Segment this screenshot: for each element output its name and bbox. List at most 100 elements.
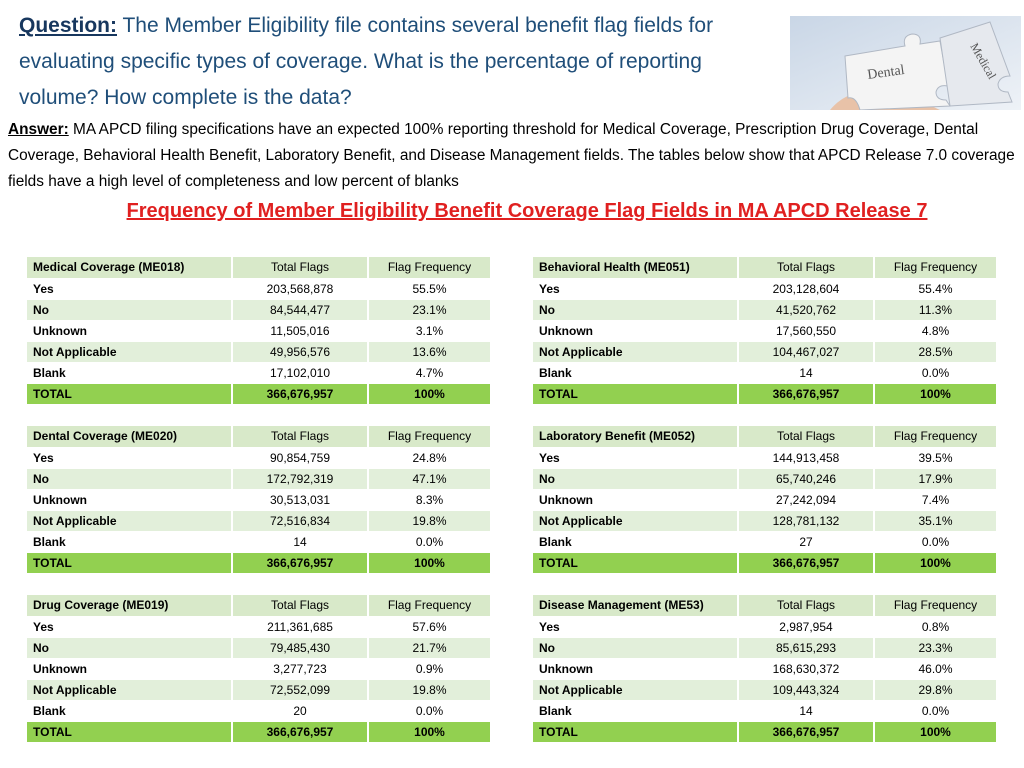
cell: 0.0% xyxy=(874,362,996,384)
header-row: Behavioral Health (ME051) Total Flags Flag… xyxy=(533,257,996,279)
cell: 39.5% xyxy=(874,447,996,469)
cell: 0.8% xyxy=(874,616,996,638)
cell: Blank xyxy=(533,362,739,384)
data-row: Yes 2,987,954 0.8% xyxy=(533,616,996,638)
cell: 28.5% xyxy=(874,341,996,363)
header-cell: Medical Coverage (ME018) xyxy=(27,257,233,279)
total-row: TOTAL 366,676,957 100% xyxy=(27,552,490,574)
data-table: Laboratory Benefit (ME052) Total Flags Fla… xyxy=(533,426,996,574)
question: Question: The Member Eligibility file co… xyxy=(19,8,779,116)
cell: No xyxy=(27,468,233,490)
cell: 72,552,099 xyxy=(232,679,369,701)
total-row: TOTAL 366,676,957 100% xyxy=(533,383,996,405)
cell: 23.1% xyxy=(368,299,490,321)
data-row: Yes 203,568,878 55.5% xyxy=(27,278,490,300)
cell: 172,792,319 xyxy=(232,468,369,490)
cell: Unknown xyxy=(27,320,233,342)
cell: Yes xyxy=(27,447,233,469)
data-row: No 79,485,430 21.7% xyxy=(27,637,490,659)
cell: 2,987,954 xyxy=(738,616,875,638)
header-cell: Flag Frequency xyxy=(874,257,996,279)
data-row: No 85,615,293 23.3% xyxy=(533,637,996,659)
cell: 100% xyxy=(368,383,490,405)
header-cell: Flag Frequency xyxy=(368,426,490,448)
cell: 203,568,878 xyxy=(232,278,369,300)
header-row: Dental Coverage (ME020) Total Flags Flag F… xyxy=(27,426,490,448)
cell: 366,676,957 xyxy=(738,721,875,743)
cell: 90,854,759 xyxy=(232,447,369,469)
cell: 24.8% xyxy=(368,447,490,469)
cell: 47.1% xyxy=(368,468,490,490)
header-cell: Flag Frequency xyxy=(368,595,490,617)
data-row: No 84,544,477 23.1% xyxy=(27,299,490,321)
cell: Yes xyxy=(27,616,233,638)
cell: Not Applicable xyxy=(27,341,233,363)
cell: 23.3% xyxy=(874,637,996,659)
cell: 366,676,957 xyxy=(232,552,369,574)
cell: 11,505,016 xyxy=(232,320,369,342)
data-row: Unknown 30,513,031 8.3% xyxy=(27,489,490,511)
table-title: Frequency of Member Eligibility Benefit … xyxy=(126,200,928,222)
cell: TOTAL xyxy=(27,383,233,405)
cell: 203,128,604 xyxy=(738,278,875,300)
data-table: Medical Coverage (ME018) Total Flags Flag … xyxy=(27,257,490,405)
cell: 0.9% xyxy=(368,658,490,680)
cell: 3.1% xyxy=(368,320,490,342)
header-row: Drug Coverage (ME019) Total Flags Flag Fre… xyxy=(27,595,490,617)
cell: Unknown xyxy=(533,489,739,511)
cell: 14 xyxy=(232,531,369,553)
header-row: Laboratory Benefit (ME052) Total Flags Fla… xyxy=(533,426,996,448)
cell: 366,676,957 xyxy=(232,721,369,743)
data-row: No 41,520,762 11.3% xyxy=(533,299,996,321)
cell: 17.9% xyxy=(874,468,996,490)
cell: 366,676,957 xyxy=(232,383,369,405)
data-row: Yes 203,128,604 55.4% xyxy=(533,278,996,300)
cell: 41,520,762 xyxy=(738,299,875,321)
header-cell: Disease Management (ME53) xyxy=(533,595,739,617)
total-row: TOTAL 366,676,957 100% xyxy=(27,383,490,405)
answer-text: MA APCD filing specifications have an ex… xyxy=(8,121,1015,190)
cell: No xyxy=(533,299,739,321)
cell: 20 xyxy=(232,700,369,722)
cell: Yes xyxy=(27,278,233,300)
cell: 17,102,010 xyxy=(232,362,369,384)
header-cell: Flag Frequency xyxy=(368,257,490,279)
puzzle-image: Dental Medical xyxy=(790,16,1021,110)
cell: 17,560,550 xyxy=(738,320,875,342)
cell: 366,676,957 xyxy=(738,552,875,574)
cell: 4.8% xyxy=(874,320,996,342)
data-row: Blank 17,102,010 4.7% xyxy=(27,362,490,384)
cell: 3,277,723 xyxy=(232,658,369,680)
cell: 0.0% xyxy=(368,700,490,722)
header-cell: Total Flags xyxy=(738,257,875,279)
cell: 4.7% xyxy=(368,362,490,384)
data-row: Unknown 27,242,094 7.4% xyxy=(533,489,996,511)
data-row: Not Applicable 72,552,099 19.8% xyxy=(27,679,490,701)
total-row: TOTAL 366,676,957 100% xyxy=(533,552,996,574)
data-row: Not Applicable 72,516,834 19.8% xyxy=(27,510,490,532)
cell: Not Applicable xyxy=(533,341,739,363)
cell: 85,615,293 xyxy=(738,637,875,659)
cell: Blank xyxy=(27,362,233,384)
cell: 109,443,324 xyxy=(738,679,875,701)
question-text: The Member Eligibility file contains sev… xyxy=(19,14,714,109)
cell: Yes xyxy=(533,278,739,300)
cell: Blank xyxy=(533,700,739,722)
cell: TOTAL xyxy=(533,383,739,405)
cell: No xyxy=(533,468,739,490)
cell: 168,630,372 xyxy=(738,658,875,680)
total-row: TOTAL 366,676,957 100% xyxy=(533,721,996,743)
header-cell: Dental Coverage (ME020) xyxy=(27,426,233,448)
cell: 21.7% xyxy=(368,637,490,659)
data-row: Not Applicable 109,443,324 29.8% xyxy=(533,679,996,701)
cell: Not Applicable xyxy=(27,510,233,532)
cell: 0.0% xyxy=(368,531,490,553)
data-row: Not Applicable 128,781,132 35.1% xyxy=(533,510,996,532)
answer: Answer: MA APCD filing specifications ha… xyxy=(8,117,1023,195)
cell: No xyxy=(27,299,233,321)
cell: No xyxy=(27,637,233,659)
data-row: Unknown 3,277,723 0.9% xyxy=(27,658,490,680)
cell: TOTAL xyxy=(533,552,739,574)
header-cell: Flag Frequency xyxy=(874,595,996,617)
